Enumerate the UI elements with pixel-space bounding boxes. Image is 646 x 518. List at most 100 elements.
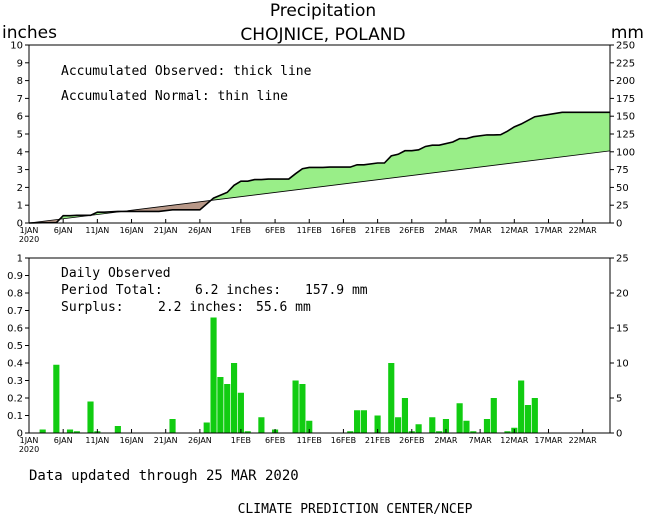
y-tick-label: 0 [17,219,23,230]
data-updated-note: Data updated through 25 MAR 2020 [29,468,299,484]
x-tick-label: 21FEB [365,226,390,235]
y-tick-label: 9 [17,58,23,69]
y-tick-label: 0 [17,429,23,440]
period-total-mm: 157.9 mm [305,283,368,298]
accumulated-panel: 0 1 2 3 4 5 6 7 8 9 10 0 25 50 75 100 125 150 175 200 225 25… [10,41,635,245]
y-tick-label: 1 [17,201,23,212]
x-tick-label: 22MAR [569,226,598,235]
y2-tick-label: 200 [616,76,635,87]
x-tick-label: 21JAN [154,436,178,445]
x-tick-label: 1FEB [231,226,251,235]
daily-bar [504,431,511,433]
x-tick-label: 6JAN [54,436,73,445]
x-tick-label: 1FEB [231,436,251,445]
x-tick-label: 16FEB [331,226,356,235]
x-tick-label: 11JAN [85,436,109,445]
daily-bar [244,431,251,433]
x-tick-label: 26FEB [399,226,424,235]
daily-bar [39,429,46,433]
daily-bar [456,403,463,433]
credit-line: CLIMATE PREDICTION CENTER/NCEP [238,502,473,517]
x-tick-label: 26JAN [188,226,212,235]
x-year-label: 2020 [19,445,39,454]
y2-tick-label: 20 [616,289,629,300]
daily-left-axis: 0 0.1 0.2 0.3 0.4 0.5 0.6 0.7 0.8 0.9 1 [7,254,29,440]
x-tick-label: 26JAN [188,436,212,445]
daily-bar [87,401,94,433]
y-tick-label: 4 [17,147,23,158]
y2-tick-label: 25 [616,201,629,212]
y-tick-label: 0.2 [7,394,23,405]
daily-bar [237,392,244,433]
x-tick-label: 16FEB [331,436,356,445]
daily-bars [39,317,538,433]
daily-bar [374,415,381,433]
x-tick-label: 1JAN [20,436,39,445]
daily-bar [436,431,443,433]
x-tick-label: 17MAR [534,436,563,445]
daily-bar [463,420,470,433]
daily-bar [210,317,217,433]
x-tick-label: 17MAR [534,226,563,235]
y-tick-label: 7 [17,94,23,105]
x-tick-label: 21JAN [154,226,178,235]
daily-bar [66,429,74,433]
x-tick-label: 16JAN [120,226,144,235]
period-total-inches: 6.2 inches: [195,283,281,298]
x-tick-label: 11FEB [297,436,322,445]
x-year-label: 2020 [19,235,39,244]
accumulated-left-axis: 0 1 2 3 4 5 6 7 8 9 10 [10,41,29,230]
daily-bar [224,384,231,433]
x-tick-label: 11JAN [85,226,109,235]
y-tick-label: 0.4 [7,359,23,370]
daily-bar [203,422,210,433]
observed-line [28,111,610,224]
x-tick-label: 6FEB [265,226,285,235]
y2-tick-label: 100 [616,147,635,158]
x-tick-label: 1JAN [20,226,39,235]
daily-panel: 0 0.1 0.2 0.3 0.4 0.5 0.6 0.7 0.8 0.9 1 0 5 10 15 20 25… [7,254,629,455]
daily-bar [292,380,299,433]
y-tick-label: 0.5 [7,341,23,352]
daily-bar [347,431,354,433]
daily-bar [395,417,402,433]
daily-bar [415,424,422,433]
y2-tick-label: 25 [616,254,629,265]
daily-x-axis: 1JAN 6JAN 11JAN 16JAN 21JAN 26JAN 1FEB 6FEB 11FE… [19,429,597,454]
x-tick-label: 6FEB [265,436,285,445]
daily-bar [518,380,525,433]
x-tick-label: 11FEB [297,226,322,235]
daily-bar [531,398,538,433]
x-tick-label: 12MAR [500,226,529,235]
chart-title: Precipitation [270,1,376,21]
daily-bar [258,417,265,433]
accumulated-right-axis: 0 25 50 75 100 125 150 175 200 225 250 [610,41,635,230]
y-tick-label: 0.7 [7,306,23,317]
daily-bar [401,398,409,433]
x-tick-label: 2MAR [434,226,457,235]
surplus-inches: 2.2 inches: [158,300,244,315]
daily-bar [306,420,313,433]
daily-bar [299,384,306,433]
x-tick-label: 6JAN [54,226,73,235]
y-tick-label: 8 [17,76,23,87]
y-tick-label: 6 [17,112,23,123]
x-tick-label: 7MAR [469,436,492,445]
daily-bar [490,398,497,433]
surplus-label: Surplus: [61,300,124,315]
y-tick-label: 0.6 [7,324,23,335]
x-tick-label: 12MAR [500,436,529,445]
accumulated-lines [28,111,611,224]
surplus-area [210,112,610,202]
y2-tick-label: 15 [616,324,629,335]
daily-bar [442,419,450,433]
normal-line [28,150,611,224]
daily-observed-label: Daily Observed [61,266,171,281]
daily-bar [73,431,80,433]
y2-tick-label: 175 [616,94,635,105]
daily-bar [388,363,395,433]
daily-bar [169,419,176,433]
y2-tick-label: 125 [616,130,635,141]
x-tick-label: 21FEB [365,436,390,445]
y-tick-label: 10 [10,41,23,52]
